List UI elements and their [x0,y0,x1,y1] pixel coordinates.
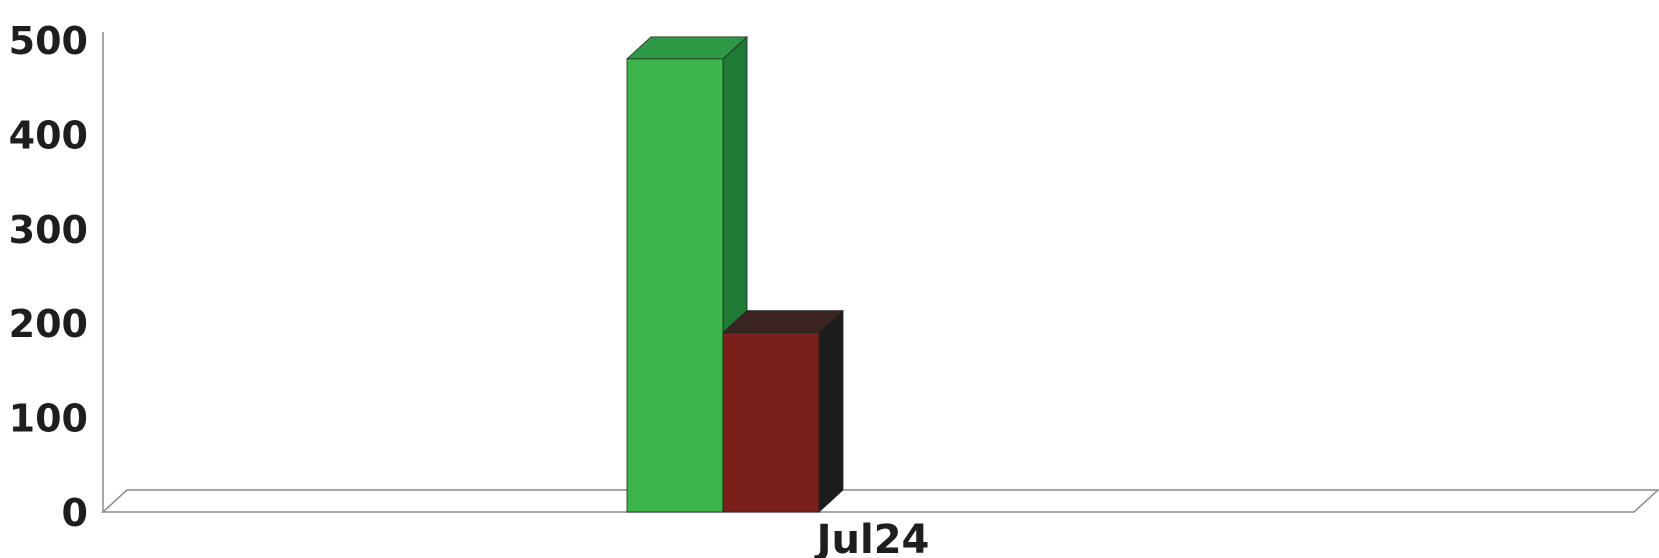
bar-side-face [818,309,844,513]
chart-floor [101,489,1659,513]
y-tick-label: 200 [9,302,88,346]
x-category-label: Jul24 [814,517,930,558]
y-tick-label: 500 [9,19,88,63]
bar-front-face [722,332,820,513]
bar [721,309,845,513]
y-tick-label: 100 [9,397,88,441]
y-tick-label: 0 [62,491,88,535]
y-tick-label: 400 [9,113,88,157]
y-axis-ticks: 0 100 200 300 400 500 [9,19,88,535]
x-axis-categories: Jul24 [814,517,930,558]
y-tick-label: 300 [9,208,88,252]
bars [625,35,845,513]
bar-front-face [626,58,724,513]
floor-plane [101,489,1659,513]
